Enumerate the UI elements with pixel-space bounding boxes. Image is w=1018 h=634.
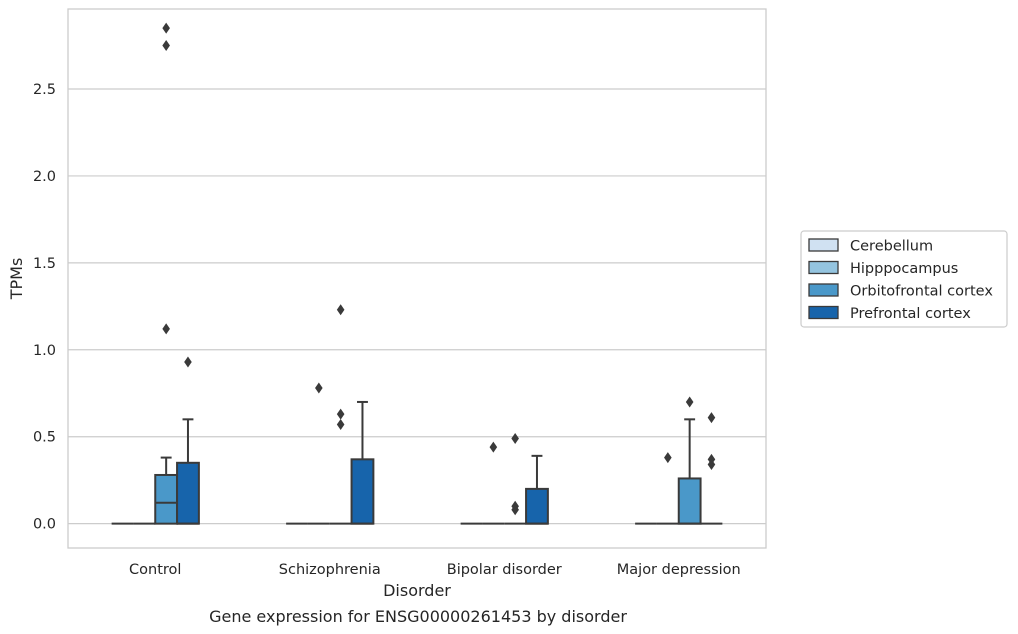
y-tick-label: 2.5: [33, 82, 56, 98]
outlier-point: [664, 452, 672, 464]
outlier-point: [336, 408, 345, 420]
box-orbitofrontal-cortex: [154, 22, 179, 525]
outlier-point: [511, 500, 519, 512]
x-tick-label: Control: [129, 562, 181, 578]
box-groups: [111, 22, 723, 525]
x-tick-label: Major depression: [617, 562, 741, 578]
legend-label: Hipppocampus: [850, 261, 958, 277]
outlier-point: [707, 453, 716, 465]
grid-lines: [68, 88, 766, 525]
outlier-point: [184, 356, 192, 368]
legend-swatch: [808, 283, 839, 297]
box-orbitofrontal-cortex: [677, 396, 702, 525]
box-body: [677, 477, 702, 525]
legend-label: Prefrontal cortex: [850, 306, 971, 322]
outlier-point: [162, 323, 170, 335]
legend-label: Cerebellum: [850, 239, 933, 255]
box-orbitofrontal-cortex: [504, 432, 527, 525]
legend-frame: [800, 230, 1008, 328]
box-body: [350, 458, 375, 525]
x-tick-label: Schizophrenia: [279, 562, 381, 578]
legend-swatch: [808, 238, 839, 252]
x-axis-label: Disorder: [383, 581, 451, 600]
box-prefrontal-cortex: [176, 356, 200, 525]
outlier-point: [315, 382, 323, 394]
outlier-point: [489, 441, 498, 453]
x-axis-ticks: Control Schizophrenia Bipolar disorder Majo…: [129, 562, 741, 578]
outlier-point: [511, 432, 519, 444]
outlier-point: [685, 396, 694, 408]
legend-swatch: [808, 260, 839, 275]
box-orbitofrontal-cortex: [329, 304, 352, 525]
y-tick-label: 2.0: [33, 169, 56, 185]
y-tick-label: 0.0: [33, 517, 56, 533]
legend-swatch: [808, 305, 839, 320]
outlier-point: [336, 304, 345, 316]
outlier-point: [336, 419, 345, 431]
y-tick-label: 0.5: [33, 430, 56, 446]
x-tick-label: Bipolar disorder: [447, 562, 562, 578]
y-axis-label: TPMs: [7, 258, 26, 301]
box-hipppocampus: [656, 452, 679, 525]
outlier-point: [162, 22, 170, 34]
outlier-point: [707, 412, 716, 424]
chart-title: Gene expression for ENSG00000261453 by d…: [209, 607, 627, 626]
box-prefrontal-cortex: [350, 400, 375, 525]
legend: Cerebellum Hipppocampus Orbitofrontal cort…: [800, 230, 1008, 328]
plot-frame: [67, 8, 767, 549]
y-axis-ticks: 0.0 0.5 1.0 1.5 2.0 2.5: [33, 82, 56, 533]
box-body: [176, 461, 200, 525]
box-prefrontal-cortex: [525, 454, 549, 525]
legend-label: Orbitofrontal cortex: [850, 284, 993, 300]
box-hipppocampus: [482, 441, 505, 525]
box-prefrontal-cortex: [700, 412, 723, 525]
box-body: [525, 487, 549, 525]
outlier-point: [162, 40, 170, 52]
y-tick-label: 1.0: [33, 343, 56, 359]
y-tick-label: 1.5: [33, 256, 56, 272]
box-body: [154, 473, 179, 525]
box-hipppocampus: [307, 382, 330, 525]
